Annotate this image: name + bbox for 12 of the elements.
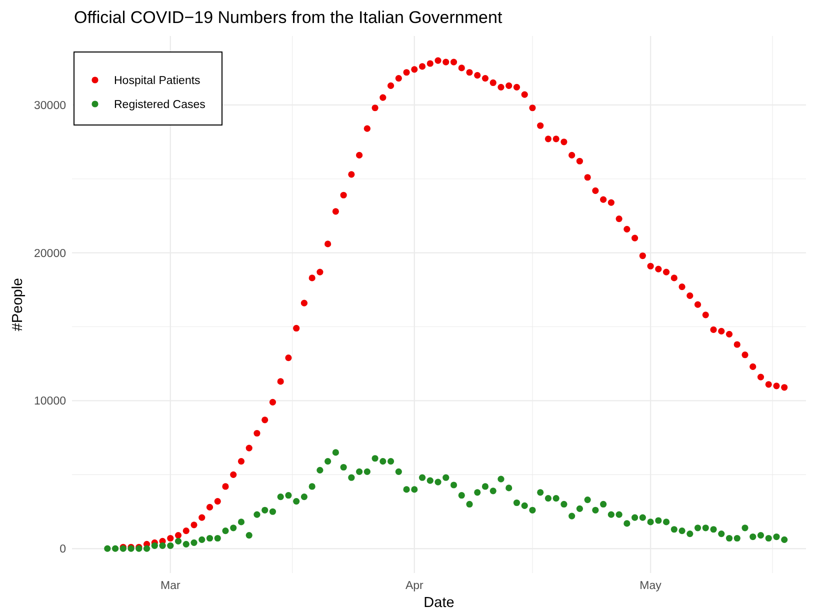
x-tick-label: Mar <box>160 580 180 592</box>
legend-label: Hospital Patients <box>114 75 201 88</box>
y-tick-label: 30000 <box>34 100 66 112</box>
legend-label: Registered Cases <box>114 99 206 112</box>
y-axis-title: #People <box>10 278 26 332</box>
x-tick-label: Apr <box>405 580 424 592</box>
chart-title: Official COVID−19 Numbers from the Italian Government <box>74 8 502 27</box>
y-tick-label: 10000 <box>34 396 66 408</box>
y-tick-label: 0 <box>60 544 66 556</box>
y-tick-label: 20000 <box>34 248 66 260</box>
x-tick-label: May <box>640 580 662 592</box>
x-axis-title: Date <box>424 595 454 611</box>
